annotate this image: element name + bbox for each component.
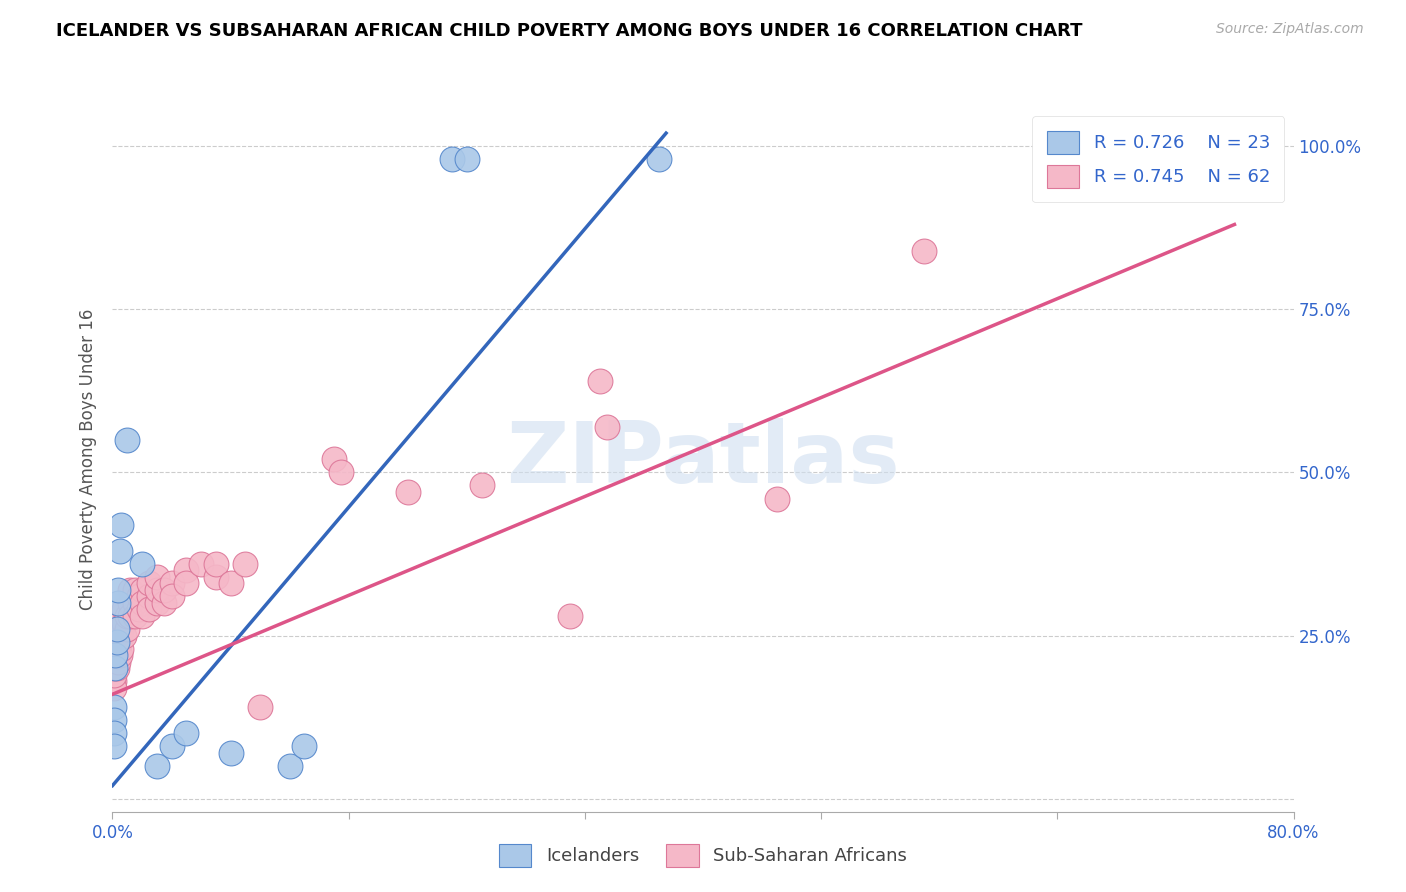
Point: [396, 485, 419, 500]
Point: [128, 602, 150, 616]
Point: [588, 374, 610, 388]
Point: [160, 576, 183, 591]
Point: [205, 570, 228, 584]
Point: [146, 596, 169, 610]
Point: [103, 681, 125, 695]
Point: [596, 419, 619, 434]
Point: [160, 739, 183, 754]
Point: [104, 655, 127, 669]
Point: [110, 641, 132, 656]
Point: [105, 635, 128, 649]
Point: [103, 667, 125, 681]
Point: [1076, 153, 1098, 167]
Point: [104, 648, 127, 662]
Point: [124, 582, 146, 597]
Text: ICELANDER VS SUBSAHARAN AFRICAN CHILD POVERTY AMONG BOYS UNDER 16 CORRELATION CH: ICELANDER VS SUBSAHARAN AFRICAN CHILD PO…: [56, 22, 1083, 40]
Point: [456, 153, 478, 167]
Point: [107, 596, 129, 610]
Point: [120, 582, 142, 597]
Point: [103, 739, 125, 754]
Point: [105, 648, 128, 662]
Point: [110, 622, 132, 636]
Point: [219, 576, 242, 591]
Point: [104, 661, 127, 675]
Point: [131, 596, 153, 610]
Text: ZIPatlas: ZIPatlas: [506, 417, 900, 501]
Point: [205, 557, 228, 571]
Point: [103, 714, 125, 728]
Point: [107, 582, 129, 597]
Point: [323, 452, 346, 467]
Point: [292, 739, 315, 754]
Point: [107, 641, 129, 656]
Point: [647, 153, 671, 167]
Point: [117, 609, 138, 624]
Point: [249, 700, 271, 714]
Point: [105, 661, 128, 675]
Point: [110, 609, 132, 624]
Point: [103, 700, 125, 714]
Point: [120, 609, 142, 624]
Point: [153, 596, 176, 610]
Point: [117, 433, 138, 447]
Point: [138, 602, 160, 616]
Point: [219, 746, 242, 760]
Point: [153, 582, 176, 597]
Point: [558, 609, 582, 624]
Text: Source: ZipAtlas.com: Source: ZipAtlas.com: [1216, 22, 1364, 37]
Point: [766, 491, 789, 506]
Point: [105, 635, 128, 649]
Point: [330, 466, 353, 480]
Point: [117, 622, 138, 636]
Point: [131, 609, 153, 624]
Point: [120, 596, 142, 610]
Legend: Icelanders, Sub-Saharan Africans: Icelanders, Sub-Saharan Africans: [492, 837, 914, 874]
Point: [105, 622, 128, 636]
Legend: R = 0.726    N = 23, R = 0.745    N = 62: R = 0.726 N = 23, R = 0.745 N = 62: [1032, 116, 1285, 202]
Point: [112, 602, 135, 616]
Point: [146, 759, 169, 773]
Point: [112, 628, 135, 642]
Point: [190, 557, 212, 571]
Point: [103, 661, 125, 675]
Point: [112, 615, 135, 630]
Point: [174, 576, 197, 591]
Point: [131, 582, 153, 597]
Point: [108, 648, 131, 662]
Point: [233, 557, 256, 571]
Point: [124, 609, 146, 624]
Point: [103, 674, 125, 689]
Point: [110, 517, 132, 532]
Point: [441, 153, 464, 167]
Point: [470, 478, 494, 492]
Point: [108, 543, 131, 558]
Point: [174, 563, 197, 577]
Point: [128, 590, 150, 604]
Y-axis label: Child Poverty Among Boys Under 16: Child Poverty Among Boys Under 16: [79, 309, 97, 610]
Point: [107, 628, 129, 642]
Point: [108, 628, 131, 642]
Point: [104, 648, 127, 662]
Point: [278, 759, 301, 773]
Point: [1062, 153, 1084, 167]
Point: [108, 635, 131, 649]
Point: [131, 557, 153, 571]
Point: [146, 570, 169, 584]
Point: [914, 244, 936, 258]
Point: [138, 576, 160, 591]
Point: [104, 641, 127, 656]
Point: [124, 596, 146, 610]
Point: [160, 590, 183, 604]
Point: [138, 590, 160, 604]
Point: [146, 582, 169, 597]
Point: [103, 726, 125, 740]
Point: [107, 655, 129, 669]
Point: [174, 726, 197, 740]
